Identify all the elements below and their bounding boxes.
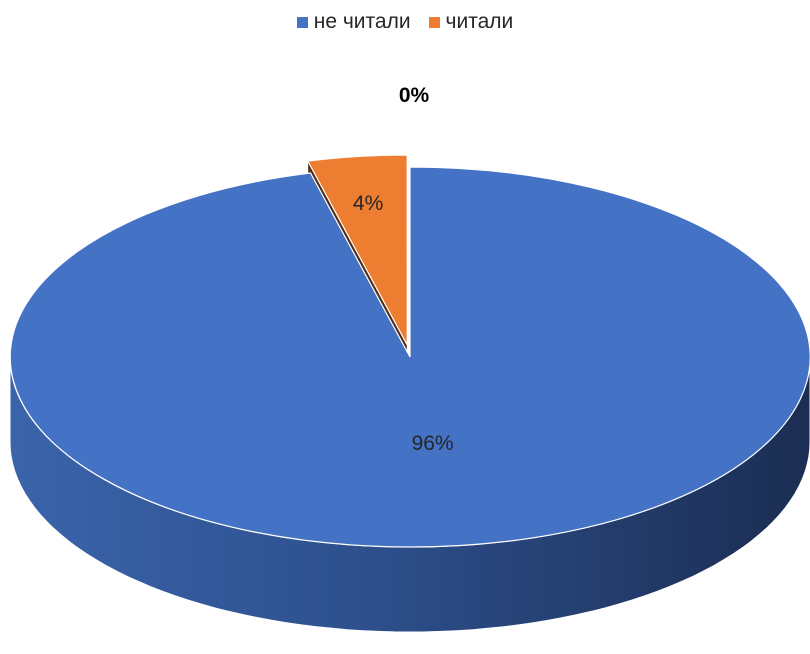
legend-label-read: читали [445,10,514,33]
legend-item-not-read: не читали [296,10,411,34]
legend-swatch-read [428,16,440,28]
legend-swatch-not-read [296,16,308,28]
data-label-read: 4% [353,192,383,215]
pie-slice-not-read [9,166,810,548]
data-label-zero: 0% [399,84,430,107]
legend-item-read: читали [428,10,514,34]
legend-label-not-read: не читали [313,10,411,33]
pie-slice-read [306,154,408,346]
legend: не читали читали [0,10,810,34]
data-label-not-read: 96% [412,432,454,455]
